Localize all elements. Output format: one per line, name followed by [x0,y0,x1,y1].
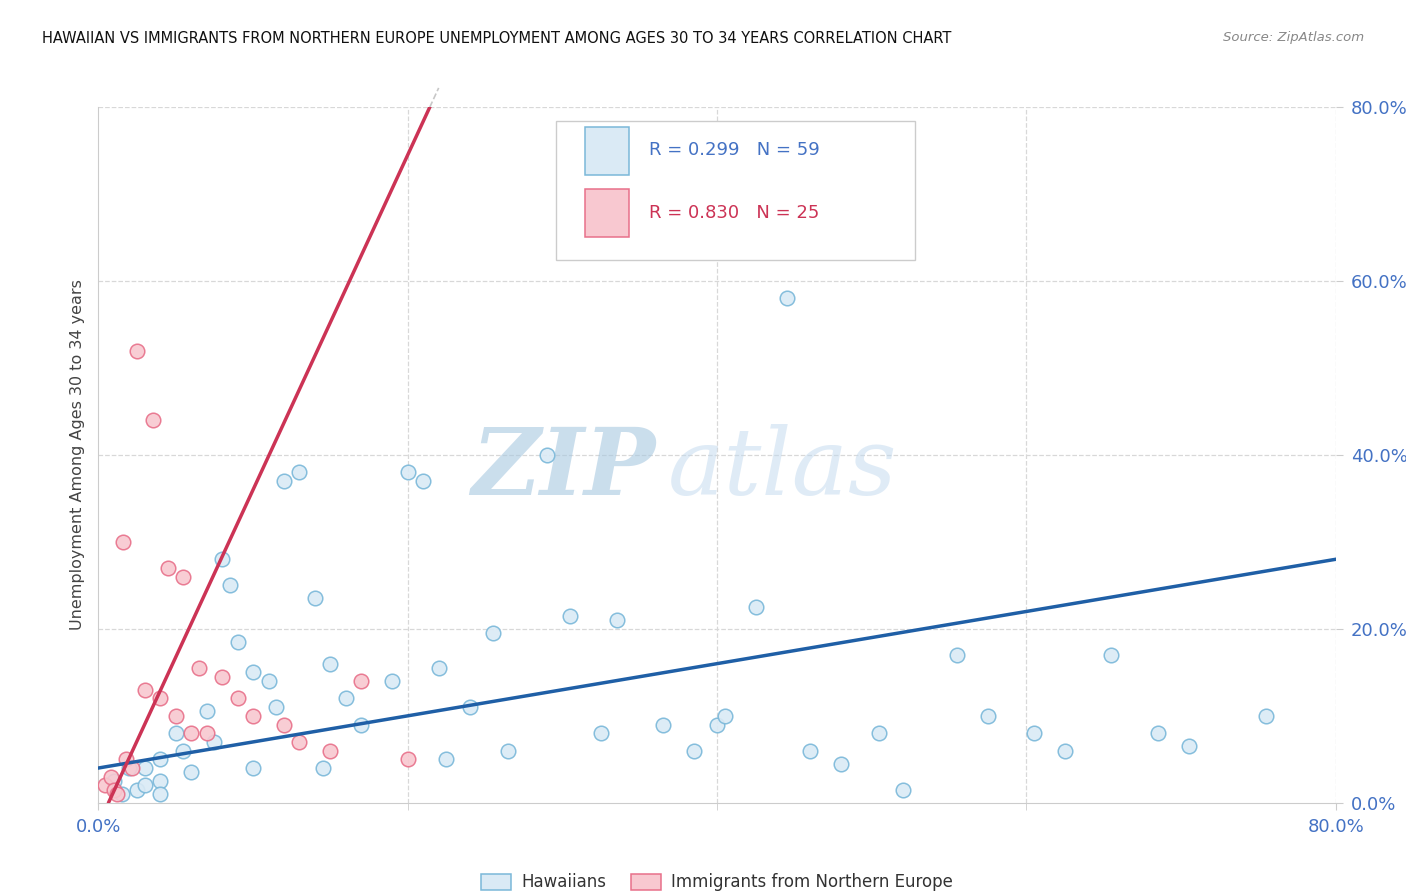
Point [683,744,706,758]
Point [591,726,613,740]
Point [1147,726,1170,740]
Point [976,708,998,723]
Text: R = 0.299   N = 59: R = 0.299 N = 59 [650,141,820,159]
Point [1178,739,1201,754]
Point [560,608,582,623]
Point [350,717,373,731]
Point [396,752,419,766]
Point [100,770,122,784]
Point [869,726,891,740]
Point [319,657,342,671]
Point [103,774,125,789]
Point [118,761,141,775]
Point [273,474,295,488]
Point [1054,744,1077,758]
Legend: Hawaiians, Immigrants from Northern Europe: Hawaiians, Immigrants from Northern Euro… [474,867,960,892]
Point [149,691,172,706]
Point [112,534,135,549]
Point [242,761,264,775]
Point [180,765,202,780]
Point [498,744,520,758]
Point [257,674,280,689]
Point [304,591,326,606]
Point [211,552,233,566]
Point [745,600,768,615]
Point [312,761,335,775]
Point [776,291,799,305]
Point [536,448,558,462]
Point [412,474,434,488]
Point [242,665,264,680]
Point [172,570,194,584]
Point [799,744,821,758]
Point [195,705,218,719]
Point [195,726,218,740]
Point [242,708,264,723]
Point [127,343,149,358]
Point [273,717,295,731]
Point [111,787,132,801]
Text: HAWAIIAN VS IMMIGRANTS FROM NORTHERN EUROPE UNEMPLOYMENT AMONG AGES 30 TO 34 YEA: HAWAIIAN VS IMMIGRANTS FROM NORTHERN EUR… [42,31,952,46]
Point [226,635,249,649]
Point [651,717,673,731]
Point [1022,726,1045,740]
Point [115,752,138,766]
Point [219,578,242,592]
Point [127,782,149,797]
Y-axis label: Unemployment Among Ages 30 to 34 years: Unemployment Among Ages 30 to 34 years [69,279,84,631]
Point [93,778,115,792]
FancyBboxPatch shape [585,127,630,175]
Point [396,466,419,480]
Point [134,778,156,792]
Point [211,670,233,684]
Point [172,744,194,758]
Point [180,726,202,740]
Text: ZIP: ZIP [471,424,655,514]
Point [891,782,914,797]
Point [706,717,728,731]
Point [381,674,404,689]
Point [1099,648,1122,662]
Point [335,691,357,706]
Point [149,787,172,801]
Point [427,661,450,675]
Text: Source: ZipAtlas.com: Source: ZipAtlas.com [1223,31,1364,45]
Point [288,466,311,480]
Point [319,744,342,758]
FancyBboxPatch shape [585,189,630,237]
Point [134,761,156,775]
Text: R = 0.830   N = 25: R = 0.830 N = 25 [650,203,820,222]
Point [134,682,156,697]
Point [149,774,172,789]
Point [226,691,249,706]
Point [141,413,165,427]
Point [1256,708,1278,723]
Point [481,626,505,640]
Text: atlas: atlas [668,424,897,514]
Point [350,674,373,689]
Point [636,204,658,219]
Point [149,752,172,766]
Point [288,735,311,749]
Point [121,761,143,775]
Point [157,561,180,575]
Point [458,700,481,714]
Point [436,752,458,766]
Point [714,708,737,723]
Point [264,700,288,714]
Point [165,708,187,723]
FancyBboxPatch shape [557,121,915,260]
Point [105,787,128,801]
Point [165,726,187,740]
Point [605,613,627,627]
Point [204,735,226,749]
Point [188,661,211,675]
Point [830,756,852,771]
Point [103,782,125,797]
Point [946,648,969,662]
